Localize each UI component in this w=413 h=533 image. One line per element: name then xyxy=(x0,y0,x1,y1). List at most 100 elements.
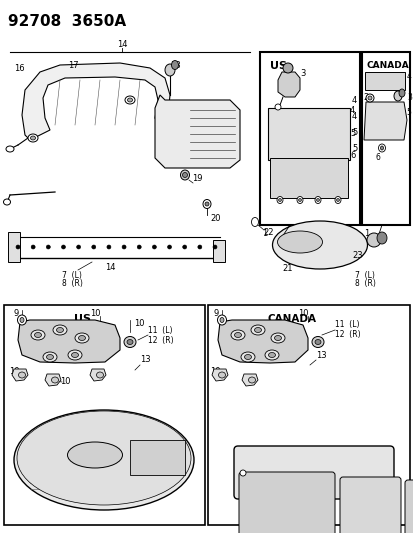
Bar xyxy=(361,52,409,225)
Ellipse shape xyxy=(53,325,67,335)
Ellipse shape xyxy=(68,350,82,360)
Text: 1: 1 xyxy=(363,229,368,238)
Polygon shape xyxy=(18,320,120,363)
Polygon shape xyxy=(45,374,61,386)
Polygon shape xyxy=(267,108,349,160)
Ellipse shape xyxy=(197,245,202,249)
Polygon shape xyxy=(154,95,240,168)
Text: 9: 9 xyxy=(14,309,19,318)
Ellipse shape xyxy=(218,372,225,378)
Ellipse shape xyxy=(124,336,136,348)
Ellipse shape xyxy=(311,336,323,348)
Text: 14: 14 xyxy=(104,262,115,271)
Ellipse shape xyxy=(398,89,404,97)
Text: 1: 1 xyxy=(261,229,267,238)
Text: 11  (L): 11 (L) xyxy=(147,326,172,335)
Ellipse shape xyxy=(240,470,245,476)
Text: 10: 10 xyxy=(134,319,144,327)
Bar xyxy=(207,305,409,525)
Ellipse shape xyxy=(19,372,26,378)
Ellipse shape xyxy=(272,221,367,269)
Ellipse shape xyxy=(56,327,63,333)
Text: 19: 19 xyxy=(192,174,202,182)
Polygon shape xyxy=(364,72,404,90)
Ellipse shape xyxy=(137,245,141,249)
Ellipse shape xyxy=(171,61,178,69)
Ellipse shape xyxy=(244,354,251,359)
Ellipse shape xyxy=(298,198,301,201)
Text: 5: 5 xyxy=(405,108,410,117)
Ellipse shape xyxy=(31,245,35,249)
Ellipse shape xyxy=(393,91,401,101)
Text: 7  (L): 7 (L) xyxy=(62,271,82,279)
Text: 14: 14 xyxy=(116,39,127,49)
Polygon shape xyxy=(269,158,347,198)
Text: 13: 13 xyxy=(315,351,326,359)
Ellipse shape xyxy=(367,96,371,100)
Ellipse shape xyxy=(182,173,187,177)
Ellipse shape xyxy=(127,98,132,102)
Ellipse shape xyxy=(165,64,175,76)
Ellipse shape xyxy=(334,197,340,204)
Text: 11  (L): 11 (L) xyxy=(334,320,358,329)
Text: 8  (R): 8 (R) xyxy=(62,279,83,287)
Ellipse shape xyxy=(14,410,194,510)
Ellipse shape xyxy=(248,377,255,383)
Ellipse shape xyxy=(127,340,133,344)
Ellipse shape xyxy=(377,144,385,152)
Ellipse shape xyxy=(17,315,26,325)
Ellipse shape xyxy=(28,134,38,142)
Ellipse shape xyxy=(202,199,211,208)
Ellipse shape xyxy=(167,245,171,249)
Ellipse shape xyxy=(271,333,284,343)
Ellipse shape xyxy=(365,94,373,102)
Polygon shape xyxy=(218,320,307,363)
Text: 9: 9 xyxy=(214,309,219,318)
Ellipse shape xyxy=(276,197,282,204)
Ellipse shape xyxy=(182,245,186,249)
Ellipse shape xyxy=(75,333,89,343)
Text: 4: 4 xyxy=(406,71,411,80)
Ellipse shape xyxy=(314,340,320,344)
Ellipse shape xyxy=(180,170,189,180)
Text: 5: 5 xyxy=(351,143,356,152)
Ellipse shape xyxy=(67,442,122,468)
Polygon shape xyxy=(363,102,406,140)
Ellipse shape xyxy=(219,318,223,322)
Ellipse shape xyxy=(76,245,81,249)
Ellipse shape xyxy=(268,352,275,358)
Text: 18: 18 xyxy=(170,61,180,69)
Ellipse shape xyxy=(92,245,95,249)
FancyBboxPatch shape xyxy=(238,472,334,533)
Text: 23: 23 xyxy=(351,251,362,260)
Polygon shape xyxy=(277,72,299,97)
Text: 3: 3 xyxy=(299,69,305,77)
Ellipse shape xyxy=(314,197,320,204)
Ellipse shape xyxy=(254,327,261,333)
Ellipse shape xyxy=(122,245,126,249)
Polygon shape xyxy=(211,369,228,381)
Ellipse shape xyxy=(277,231,322,253)
FancyBboxPatch shape xyxy=(339,477,400,533)
Text: 10: 10 xyxy=(90,309,100,318)
Ellipse shape xyxy=(250,325,264,335)
Ellipse shape xyxy=(217,315,226,325)
Text: CANADA: CANADA xyxy=(366,61,409,69)
Ellipse shape xyxy=(204,202,209,206)
Ellipse shape xyxy=(274,335,281,341)
Ellipse shape xyxy=(278,198,281,201)
Ellipse shape xyxy=(152,245,156,249)
Ellipse shape xyxy=(274,104,280,110)
Text: 6: 6 xyxy=(349,150,354,159)
Ellipse shape xyxy=(51,377,58,383)
Text: 12  (R): 12 (R) xyxy=(147,335,173,344)
Polygon shape xyxy=(22,63,170,140)
Ellipse shape xyxy=(234,333,241,337)
Ellipse shape xyxy=(17,411,190,505)
Text: 10: 10 xyxy=(9,367,19,376)
Ellipse shape xyxy=(296,197,302,204)
Ellipse shape xyxy=(16,245,20,249)
Text: 10: 10 xyxy=(209,367,220,376)
Ellipse shape xyxy=(366,233,380,247)
Ellipse shape xyxy=(61,245,65,249)
